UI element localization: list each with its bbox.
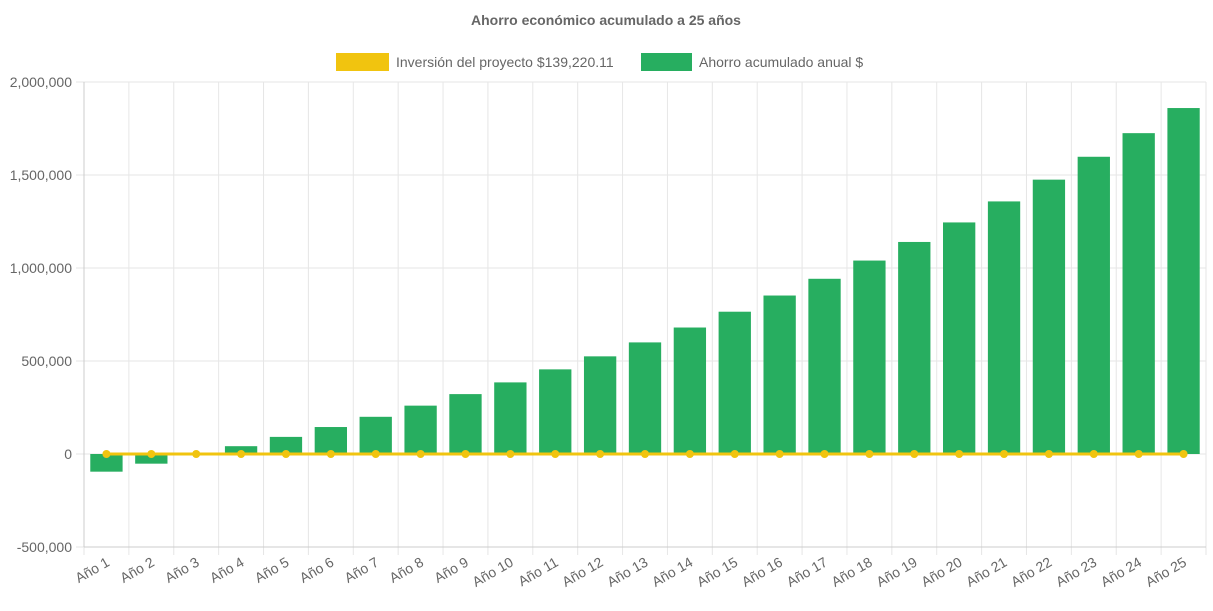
line-point[interactable] bbox=[1089, 450, 1098, 458]
bar[interactable] bbox=[135, 454, 168, 464]
bar[interactable] bbox=[1077, 156, 1110, 454]
line-point[interactable] bbox=[820, 450, 829, 458]
line-point[interactable] bbox=[192, 450, 201, 458]
x-tick-label: Año 17 bbox=[784, 554, 831, 590]
chart-title: Ahorro económico acumulado a 25 años bbox=[471, 12, 741, 28]
x-tick-label: Año 3 bbox=[162, 554, 202, 586]
bar[interactable] bbox=[898, 241, 931, 454]
x-tick-label: Año 2 bbox=[117, 554, 157, 586]
bar[interactable] bbox=[449, 394, 482, 454]
legend-swatch-savings bbox=[641, 53, 692, 71]
x-tick-label: Año 19 bbox=[873, 554, 920, 590]
x-tick-label: Año 14 bbox=[649, 554, 696, 590]
y-tick-label: 1,500,000 bbox=[10, 167, 72, 183]
line-point[interactable] bbox=[551, 450, 560, 458]
bar[interactable] bbox=[583, 356, 617, 454]
line-point[interactable] bbox=[730, 450, 739, 458]
x-tick-label: Año 16 bbox=[739, 554, 786, 590]
x-tick-label: Año 4 bbox=[207, 554, 247, 586]
bar-series bbox=[90, 108, 1200, 472]
x-tick-label: Año 9 bbox=[431, 554, 471, 586]
line-point[interactable] bbox=[865, 450, 874, 458]
x-tick-label: Año 15 bbox=[694, 554, 741, 590]
line-point[interactable] bbox=[1044, 450, 1053, 458]
bar[interactable] bbox=[404, 405, 437, 454]
legend-item-investment[interactable]: Inversión del proyecto $139,220.11 bbox=[336, 53, 614, 71]
legend: Inversión del proyecto $139,220.11 Ahorr… bbox=[336, 53, 863, 71]
x-tick-label: Año 20 bbox=[918, 554, 965, 590]
x-tick-label: Año 21 bbox=[963, 554, 1010, 590]
line-point[interactable] bbox=[955, 450, 964, 458]
line-point[interactable] bbox=[102, 450, 111, 458]
line-point[interactable] bbox=[641, 450, 649, 458]
y-tick-label: 0 bbox=[64, 446, 72, 462]
line-point[interactable] bbox=[281, 450, 290, 458]
bar[interactable] bbox=[673, 327, 707, 454]
x-tick-label: Año 22 bbox=[1008, 554, 1055, 590]
bar[interactable] bbox=[314, 427, 347, 454]
bar[interactable] bbox=[1032, 179, 1066, 454]
bar[interactable] bbox=[90, 454, 123, 472]
bar[interactable] bbox=[539, 369, 572, 454]
x-axis: Año 1 Año 2 Año 3 Año 4 Año 5 Año 6 Año 7 Año 8… bbox=[72, 546, 1206, 590]
line-point[interactable] bbox=[416, 450, 425, 458]
line-point[interactable] bbox=[147, 450, 156, 458]
y-tick-label: 500,000 bbox=[21, 353, 72, 369]
x-tick-label: Año 13 bbox=[604, 554, 651, 590]
x-tick-label: Año 6 bbox=[297, 554, 337, 586]
bar[interactable] bbox=[808, 278, 841, 454]
line-point[interactable] bbox=[1000, 450, 1009, 458]
x-tick-label: Año 1 bbox=[72, 554, 112, 586]
legend-label-investment: Inversión del proyecto $139,220.11 bbox=[396, 54, 614, 70]
bar[interactable] bbox=[853, 260, 886, 454]
x-tick-label: Año 12 bbox=[559, 554, 606, 590]
line-point[interactable] bbox=[910, 450, 919, 458]
bar[interactable] bbox=[987, 201, 1021, 454]
legend-swatch-investment bbox=[336, 53, 389, 71]
x-tick-label: Año 11 bbox=[515, 554, 561, 590]
x-tick-label: Año 5 bbox=[252, 554, 292, 586]
line-point[interactable] bbox=[371, 450, 380, 458]
bar[interactable] bbox=[1167, 108, 1200, 454]
bar[interactable] bbox=[1122, 133, 1155, 454]
line-point[interactable] bbox=[596, 450, 605, 458]
y-tick-label: 1,000,000 bbox=[10, 260, 72, 276]
x-tick-label: Año 24 bbox=[1098, 554, 1145, 590]
x-tick-label: Año 25 bbox=[1143, 554, 1190, 590]
line-point[interactable] bbox=[1179, 450, 1188, 458]
y-tick-label: 2,000,000 bbox=[10, 74, 72, 90]
bar[interactable] bbox=[718, 311, 751, 454]
x-tick-label: Año 10 bbox=[469, 554, 516, 590]
line-point[interactable] bbox=[1134, 450, 1143, 458]
x-tick-label: Año 7 bbox=[342, 554, 382, 586]
line-point[interactable] bbox=[775, 450, 784, 458]
line-series bbox=[102, 450, 1188, 458]
line-point[interactable] bbox=[506, 450, 515, 458]
bar[interactable] bbox=[494, 382, 527, 454]
bar[interactable] bbox=[359, 416, 392, 454]
bar[interactable] bbox=[628, 342, 662, 454]
x-tick-label: Año 23 bbox=[1053, 554, 1100, 590]
grid bbox=[76, 81, 1207, 555]
bar[interactable] bbox=[763, 295, 796, 454]
x-tick-label: Año 8 bbox=[386, 554, 426, 586]
legend-item-savings[interactable]: Ahorro acumulado anual $ bbox=[641, 53, 863, 71]
legend-label-savings: Ahorro acumulado anual $ bbox=[699, 54, 863, 70]
y-axis: -500,000 0 500,000 1,000,000 1,500,000 2,000,… bbox=[10, 74, 85, 555]
x-tick-label: Año 18 bbox=[828, 554, 875, 590]
line-point[interactable] bbox=[685, 450, 694, 458]
y-tick-label: -500,000 bbox=[17, 539, 72, 555]
line-point[interactable] bbox=[461, 450, 470, 458]
line-point[interactable] bbox=[326, 450, 335, 458]
line-point[interactable] bbox=[237, 450, 246, 458]
bar[interactable] bbox=[943, 222, 976, 454]
bar[interactable] bbox=[269, 436, 303, 454]
